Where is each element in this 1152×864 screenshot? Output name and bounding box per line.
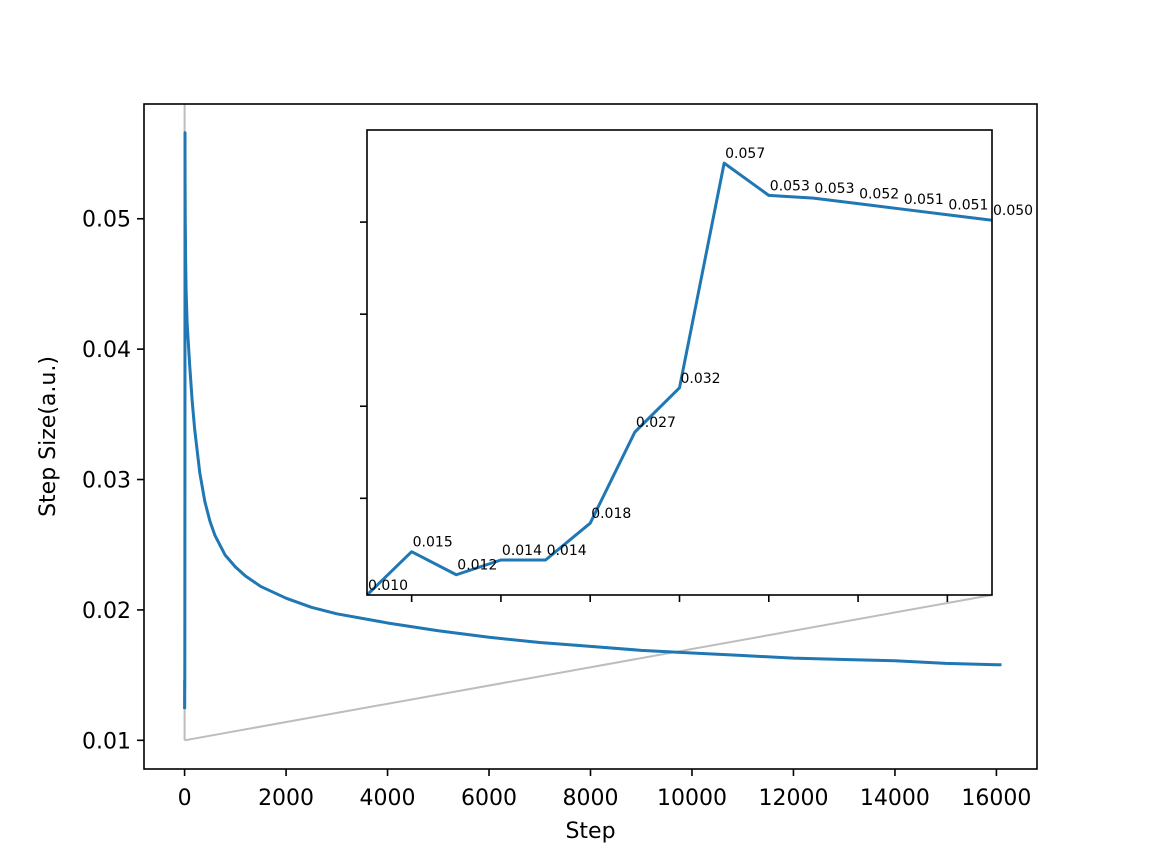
main-x-tick-label: 12000 xyxy=(758,786,828,811)
inset-series-layer xyxy=(365,161,993,597)
main-x-tick-label: 14000 xyxy=(860,786,930,811)
main-x-tick-label: 4000 xyxy=(360,786,416,811)
inset-data-label: 0.057 xyxy=(725,146,765,162)
inset-data-label: 0.018 xyxy=(591,506,631,522)
main-y-tick-label: 0.01 xyxy=(82,729,131,754)
zoom-connector-diagonal xyxy=(184,594,993,742)
main-series-line-0 xyxy=(183,131,1002,710)
inset-data-label: 0.027 xyxy=(636,415,676,431)
main-y-tick-label: 0.03 xyxy=(82,469,131,494)
main-x-tick-label: 2000 xyxy=(258,786,314,811)
inset-data-label: 0.032 xyxy=(681,371,721,387)
inset-x-ticks xyxy=(410,595,949,602)
main-y-tick-label: 0.05 xyxy=(82,208,131,233)
main-x-tick-label: 10000 xyxy=(657,786,727,811)
inset-data-label: 0.050 xyxy=(993,203,1033,219)
inset-data-label: 0.053 xyxy=(814,181,854,197)
inset-data-label: 0.014 xyxy=(547,543,587,559)
main-axes: 0 2000 4000 6000 8000 10000 12000 14000 16000 0.… xyxy=(36,103,1038,844)
inset-data-label: 0.015 xyxy=(413,535,453,551)
inset-data-label: 0.010 xyxy=(368,578,408,594)
main-y-tick-label: 0.04 xyxy=(82,338,131,363)
main-x-tick-label: 0 xyxy=(178,786,192,811)
inset-data-label: 0.014 xyxy=(502,543,542,559)
inset-data-label: 0.012 xyxy=(457,558,497,574)
inset-series-line-0 xyxy=(365,161,993,597)
main-y-axis-label: Step Size(a.u.) xyxy=(36,356,61,517)
inset-data-label: 0.051 xyxy=(904,192,944,208)
main-x-tick-label: 6000 xyxy=(461,786,517,811)
main-y-ticks: 0.01 0.02 0.03 0.04 0.05 xyxy=(82,208,144,754)
main-x-axis-label: Step xyxy=(565,819,615,844)
main-y-tick-label: 0.02 xyxy=(82,599,131,624)
main-x-tick-label: 16000 xyxy=(961,786,1031,811)
main-x-ticks: 0 2000 4000 6000 8000 10000 12000 14000 16000 xyxy=(178,769,1031,811)
inset-data-label: 0.052 xyxy=(859,187,899,203)
inset-y-ticks xyxy=(360,221,367,500)
main-series-layer xyxy=(183,131,1002,710)
inset-data-label: 0.053 xyxy=(770,178,810,194)
inset-data-label: 0.051 xyxy=(948,198,988,214)
main-x-tick-label: 8000 xyxy=(563,786,619,811)
